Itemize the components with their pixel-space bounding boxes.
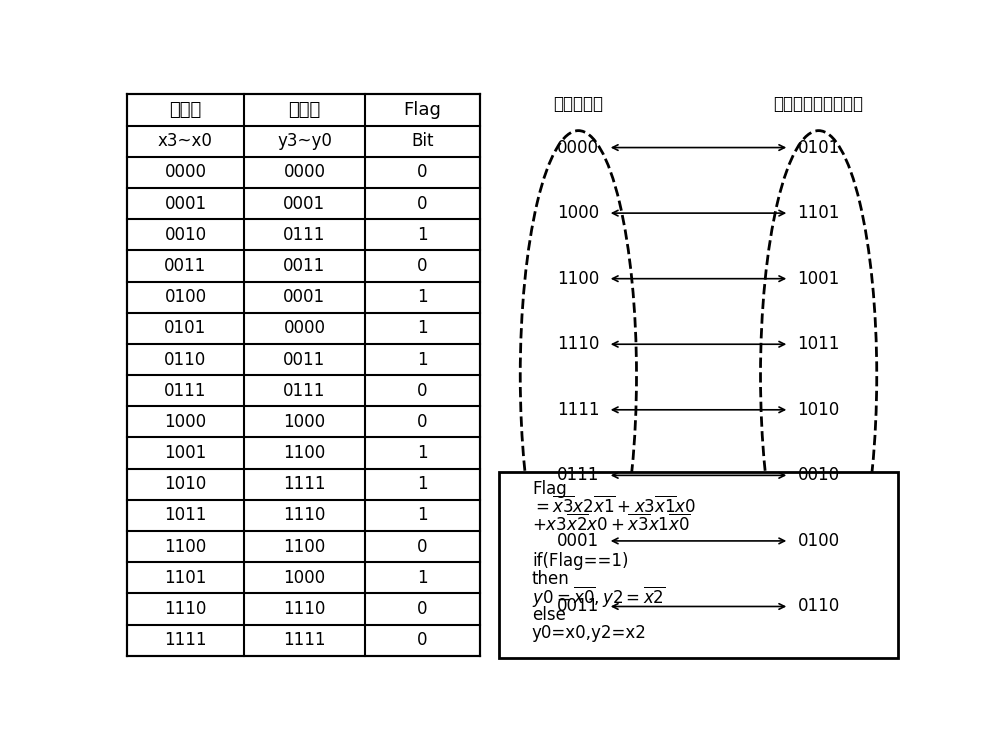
Text: 0: 0 bbox=[417, 600, 428, 618]
Text: $=\overline{x3}x2\overline{x1}+x3\overline{x1}x0$: $=\overline{x3}x2\overline{x1}+x3\overli… bbox=[532, 496, 696, 517]
Text: Flag: Flag bbox=[532, 479, 567, 498]
Text: 0: 0 bbox=[417, 381, 428, 400]
Text: if(Flag==1): if(Flag==1) bbox=[532, 552, 628, 570]
Text: 1: 1 bbox=[417, 350, 428, 369]
Text: 0000: 0000 bbox=[164, 163, 206, 181]
Text: 0111: 0111 bbox=[557, 467, 600, 485]
Text: y0=x0,y2=x2: y0=x0,y2=x2 bbox=[532, 625, 647, 643]
Text: 0100: 0100 bbox=[164, 288, 207, 306]
Text: 编码后数据: 编码后数据 bbox=[553, 96, 603, 114]
Bar bbox=[499, 472, 898, 658]
Text: 1001: 1001 bbox=[164, 444, 207, 462]
Text: 1100: 1100 bbox=[557, 269, 600, 288]
Text: 1111: 1111 bbox=[164, 631, 207, 649]
Text: 0110: 0110 bbox=[164, 350, 207, 369]
Text: y3~y0: y3~y0 bbox=[277, 132, 332, 150]
Text: 0010: 0010 bbox=[164, 226, 207, 244]
Text: Flag: Flag bbox=[404, 101, 442, 119]
Text: 编码前: 编码前 bbox=[169, 101, 202, 119]
Text: 1111: 1111 bbox=[557, 401, 600, 418]
Text: 0101: 0101 bbox=[164, 319, 207, 338]
Text: 1001: 1001 bbox=[798, 269, 840, 288]
Text: 1000: 1000 bbox=[557, 204, 599, 222]
Text: 1: 1 bbox=[417, 444, 428, 462]
Text: 1: 1 bbox=[417, 569, 428, 587]
Text: $+x3\overline{x2}x0+\overline{x3}x1\overline{x0}$: $+x3\overline{x2}x0+\overline{x3}x1\over… bbox=[532, 514, 691, 536]
Text: 0010: 0010 bbox=[798, 467, 840, 485]
Text: 0: 0 bbox=[417, 413, 428, 431]
Text: 1010: 1010 bbox=[798, 401, 840, 418]
Text: 0: 0 bbox=[417, 194, 428, 212]
Text: x3~x0: x3~x0 bbox=[158, 132, 213, 150]
Text: 1010: 1010 bbox=[164, 475, 207, 493]
Text: 1000: 1000 bbox=[283, 569, 325, 587]
Text: 0001: 0001 bbox=[164, 194, 207, 212]
Text: 1111: 1111 bbox=[283, 475, 326, 493]
Text: then: then bbox=[532, 570, 570, 588]
Text: 0011: 0011 bbox=[283, 257, 326, 275]
Text: 0001: 0001 bbox=[283, 194, 325, 212]
Text: 1011: 1011 bbox=[164, 507, 207, 525]
Text: 0111: 0111 bbox=[164, 381, 207, 400]
Text: else: else bbox=[532, 606, 566, 624]
Text: 0011: 0011 bbox=[283, 350, 326, 369]
Text: 0111: 0111 bbox=[283, 381, 326, 400]
Text: 0110: 0110 bbox=[798, 597, 840, 615]
Text: 1: 1 bbox=[417, 507, 428, 525]
Text: 1100: 1100 bbox=[164, 538, 207, 556]
Text: 1100: 1100 bbox=[283, 538, 326, 556]
Text: 0101: 0101 bbox=[798, 139, 840, 157]
Text: $y0=\overline{x0},y2=\overline{x2}$: $y0=\overline{x0},y2=\overline{x2}$ bbox=[532, 585, 665, 610]
Text: 1: 1 bbox=[417, 319, 428, 338]
Text: 1110: 1110 bbox=[164, 600, 207, 618]
Text: 1000: 1000 bbox=[283, 413, 325, 431]
Text: 1101: 1101 bbox=[164, 569, 207, 587]
Text: 0: 0 bbox=[417, 631, 428, 649]
Text: 1: 1 bbox=[417, 226, 428, 244]
Text: 0000: 0000 bbox=[283, 163, 325, 181]
Text: 1011: 1011 bbox=[797, 335, 840, 353]
Text: 0011: 0011 bbox=[557, 597, 600, 615]
Text: 0011: 0011 bbox=[164, 257, 207, 275]
Text: 0000: 0000 bbox=[557, 139, 599, 157]
Text: 1110: 1110 bbox=[283, 600, 326, 618]
Text: 0001: 0001 bbox=[283, 288, 325, 306]
Text: 1110: 1110 bbox=[283, 507, 326, 525]
Text: 1100: 1100 bbox=[283, 444, 326, 462]
Text: 翻转率大于一的数据: 翻转率大于一的数据 bbox=[774, 96, 864, 114]
Text: 1110: 1110 bbox=[557, 335, 600, 353]
Text: 1111: 1111 bbox=[283, 631, 326, 649]
Text: 0111: 0111 bbox=[283, 226, 326, 244]
Text: 编码后: 编码后 bbox=[288, 101, 321, 119]
Text: 1: 1 bbox=[417, 475, 428, 493]
Text: 0: 0 bbox=[417, 538, 428, 556]
Text: 0: 0 bbox=[417, 257, 428, 275]
Text: 0000: 0000 bbox=[283, 319, 325, 338]
Text: 0001: 0001 bbox=[557, 532, 599, 550]
Text: 1: 1 bbox=[417, 288, 428, 306]
Text: 1101: 1101 bbox=[797, 204, 840, 222]
Text: Bit: Bit bbox=[411, 132, 434, 150]
Text: 1000: 1000 bbox=[164, 413, 207, 431]
Text: 0100: 0100 bbox=[798, 532, 840, 550]
Text: 0: 0 bbox=[417, 163, 428, 181]
